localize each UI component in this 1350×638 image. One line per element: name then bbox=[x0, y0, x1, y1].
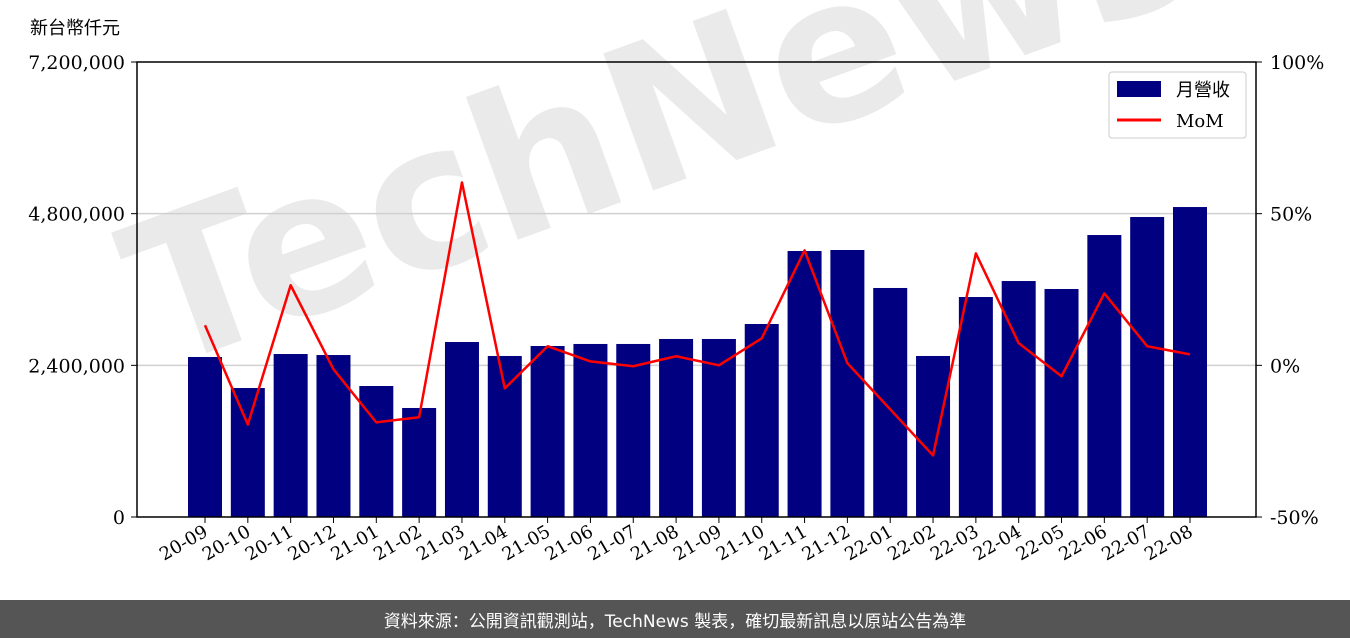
bar-20-09 bbox=[188, 356, 222, 517]
bar-22-05 bbox=[1044, 288, 1079, 517]
bar-22-07 bbox=[1130, 217, 1165, 517]
bar-22-03 bbox=[958, 297, 993, 517]
chart: TechNews 新台幣仟元 02,400,0004,800,0007,200,… bbox=[28, 0, 1324, 565]
x-tick-label: 21-02 bbox=[370, 521, 425, 565]
x-tick-label: 21-12 bbox=[798, 521, 853, 565]
legend-swatch-bar bbox=[1117, 81, 1161, 97]
x-tick-label: 22-08 bbox=[1141, 521, 1196, 565]
footer-text: 資料來源：公開資訊觀測站，TechNews 製表，確切最新訊息以原站公告為準 bbox=[383, 611, 967, 632]
bar-22-06 bbox=[1087, 235, 1122, 518]
x-tick-label: 22-02 bbox=[884, 521, 939, 565]
bar-20-11 bbox=[273, 354, 308, 517]
x-tick-label: 21-07 bbox=[584, 521, 639, 565]
x-tick-label: 20-10 bbox=[199, 521, 254, 565]
x-tick-label: 22-07 bbox=[1098, 521, 1153, 565]
bar-20-10 bbox=[230, 388, 265, 517]
plot-frame bbox=[136, 61, 1257, 518]
right-tick-label: 100% bbox=[1270, 52, 1324, 74]
bar-22-02 bbox=[916, 355, 951, 517]
x-tick-label: 21-09 bbox=[670, 521, 725, 565]
x-tick-label: 21-04 bbox=[456, 521, 511, 565]
x-tick-label: 20-12 bbox=[285, 521, 340, 565]
x-tick-label: 21-01 bbox=[327, 521, 382, 565]
x-tick-label: 21-08 bbox=[627, 521, 682, 565]
x-tick-label: 21-06 bbox=[541, 521, 596, 565]
left-tick-label: 7,200,000 bbox=[28, 52, 125, 74]
right-tick-label: 50% bbox=[1270, 204, 1312, 226]
bar-21-05 bbox=[530, 345, 565, 517]
right-tick-label: -50% bbox=[1270, 507, 1319, 529]
mom-line bbox=[203, 181, 1191, 457]
unit-label: 新台幣仟元 bbox=[30, 18, 120, 39]
right-tick-label: 0% bbox=[1270, 355, 1300, 377]
x-tick-label: 22-05 bbox=[1013, 521, 1068, 565]
source-footer: 資料來源：公開資訊觀測站，TechNews 製表，確切最新訊息以原站公告為準 bbox=[0, 600, 1350, 638]
bar-22-01 bbox=[873, 287, 908, 517]
bar-21-10 bbox=[744, 324, 779, 517]
legend: 月營收 MoM bbox=[1108, 71, 1247, 139]
bar-21-11 bbox=[787, 251, 822, 517]
x-tick-label: 21-11 bbox=[756, 521, 811, 565]
left-tick-label: 0 bbox=[113, 507, 125, 529]
x-tick-label: 21-05 bbox=[499, 521, 554, 565]
bar-21-07 bbox=[616, 343, 651, 517]
left-tick-label: 2,400,000 bbox=[28, 355, 125, 377]
x-tick-label: 22-06 bbox=[1055, 521, 1110, 565]
bar-20-12 bbox=[316, 355, 351, 517]
bar-21-09 bbox=[701, 338, 736, 517]
legend-label-revenue: 月營收 bbox=[1176, 80, 1230, 101]
bar-21-08 bbox=[659, 338, 694, 517]
x-tick-label: 21-10 bbox=[713, 521, 768, 565]
bar-22-08 bbox=[1173, 207, 1207, 517]
x-tick-label: 21-03 bbox=[413, 521, 468, 565]
x-tick-label: 20-11 bbox=[242, 521, 297, 565]
x-tick-label: 22-01 bbox=[841, 521, 896, 565]
bar-21-12 bbox=[830, 250, 865, 517]
bar-21-02 bbox=[402, 407, 437, 517]
x-tick-label: 22-03 bbox=[927, 521, 982, 565]
bar-21-06 bbox=[573, 343, 608, 517]
x-tick-label: 22-04 bbox=[970, 521, 1025, 565]
left-tick-label: 4,800,000 bbox=[28, 204, 125, 226]
x-tick-label: 20-09 bbox=[156, 521, 211, 565]
legend-label-mom: MoM bbox=[1176, 111, 1224, 132]
bar-21-03 bbox=[444, 342, 479, 517]
bar-21-04 bbox=[487, 355, 522, 517]
